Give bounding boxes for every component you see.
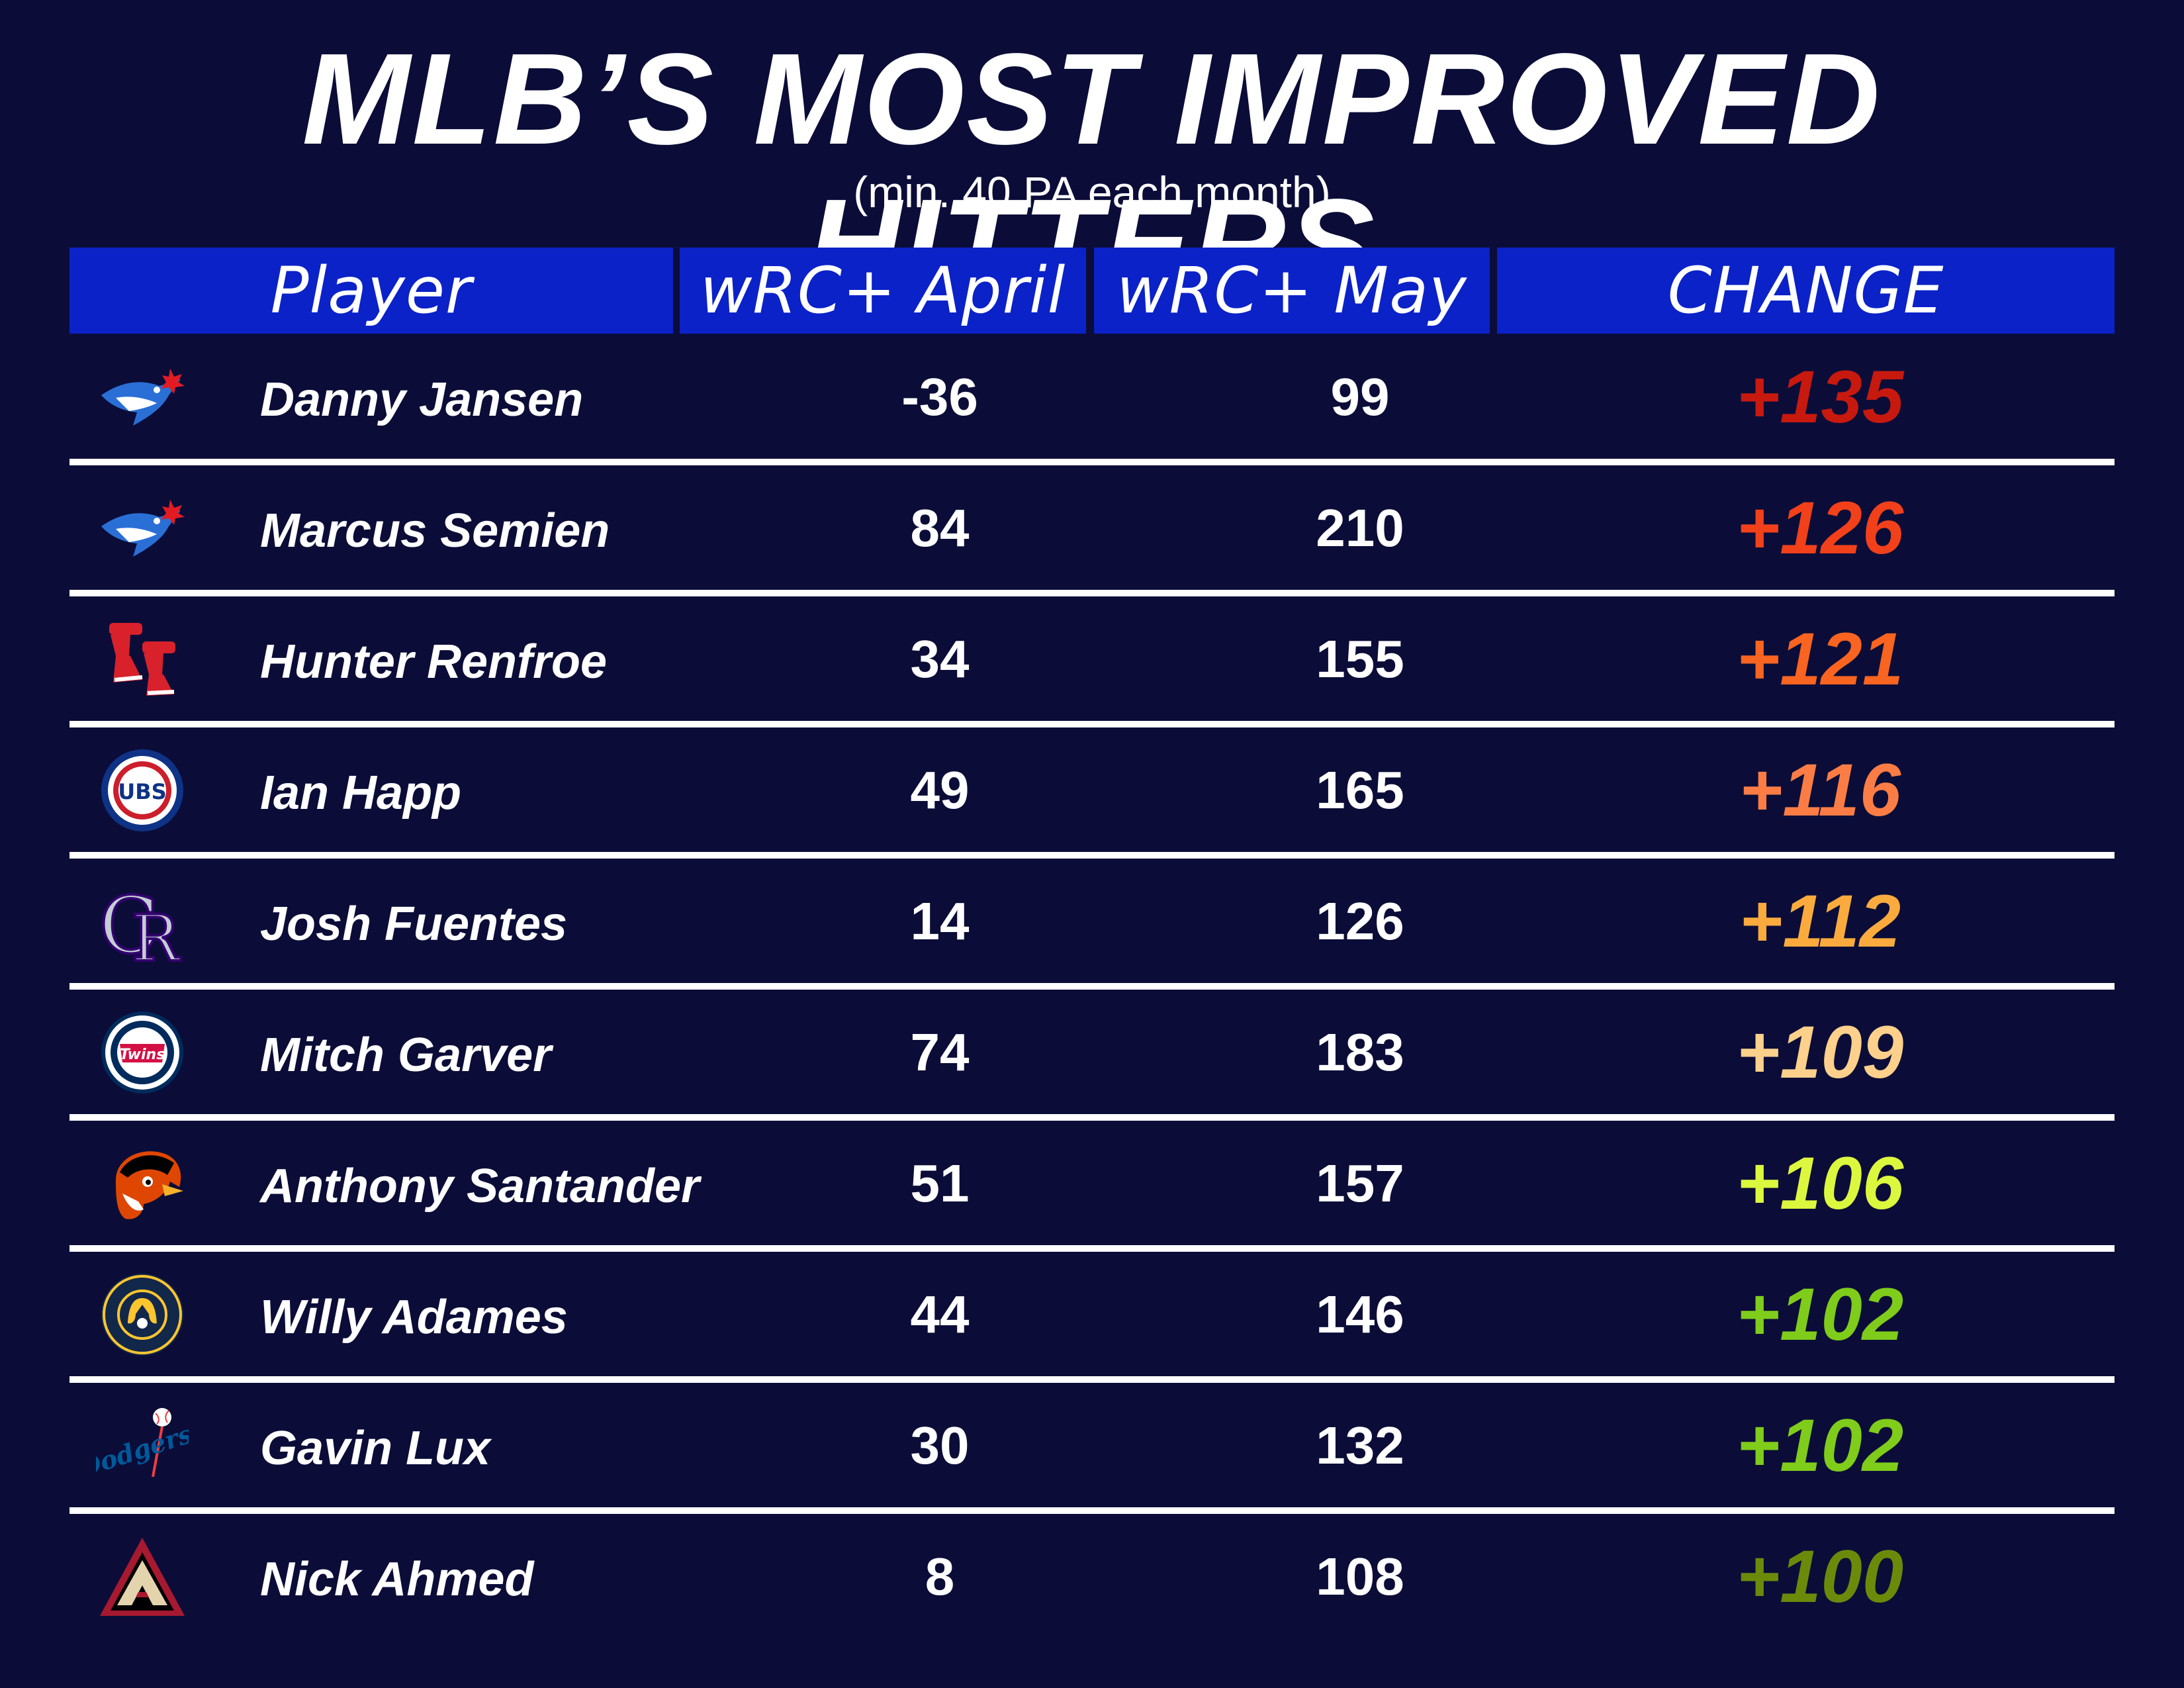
table-row: C R Josh Fuentes 14 126 +112 xyxy=(69,859,2115,990)
change-value: +100 xyxy=(1736,1535,1904,1618)
change-value: +102 xyxy=(1736,1404,1904,1487)
change-value: +109 xyxy=(1736,1011,1904,1094)
svg-text:C: C xyxy=(99,880,159,964)
wrc-may-value: 157 xyxy=(1316,1154,1404,1213)
wrc-april-value: 74 xyxy=(910,1023,970,1082)
red-sox-logo-icon xyxy=(96,616,189,702)
change-value: +121 xyxy=(1736,618,1904,700)
table-row: Nick Ahmed 8 108 +100 xyxy=(69,1514,2115,1645)
player-name: Hunter Renfroe xyxy=(260,635,608,688)
table-row: Willy Adames 44 146 +102 xyxy=(69,1252,2115,1383)
player-name: Nick Ahmed xyxy=(260,1553,534,1606)
svg-text:Twins: Twins xyxy=(120,1047,165,1063)
player-name: Josh Fuentes xyxy=(260,898,568,951)
svg-text:R: R xyxy=(132,902,181,964)
row-divider xyxy=(69,852,2115,859)
twins-logo-icon: Twins xyxy=(96,1009,189,1096)
table-row: Danny Jansen -36 99 +135 xyxy=(69,334,2115,465)
player-name: Gavin Lux xyxy=(260,1422,491,1475)
wrc-may-value: 108 xyxy=(1316,1547,1404,1606)
row-divider xyxy=(69,1245,2115,1252)
table-row: UBS Ian Happ 49 165 +116 xyxy=(69,727,2115,859)
column-header-player: Player xyxy=(69,248,673,334)
cubs-logo-icon: UBS xyxy=(96,747,189,833)
diamondbacks-logo-icon xyxy=(96,1534,189,1620)
change-value: +102 xyxy=(1736,1273,1904,1356)
svg-text:UBS: UBS xyxy=(118,779,166,804)
change-value: +135 xyxy=(1736,355,1904,438)
wrc-april-value: 34 xyxy=(910,630,970,688)
row-divider xyxy=(69,1376,2115,1383)
column-header-may: wRC+ May xyxy=(1094,248,1490,334)
player-name: Anthony Santander xyxy=(260,1160,700,1213)
blue-jays-logo-icon xyxy=(96,354,189,440)
wrc-may-value: 99 xyxy=(1330,367,1390,426)
svg-text:Dodgers: Dodgers xyxy=(96,1419,189,1483)
change-value: +106 xyxy=(1736,1142,1904,1225)
table-row: Marcus Semien 84 210 +126 xyxy=(69,465,2115,596)
table-row: Anthony Santander 51 157 +106 xyxy=(69,1121,2115,1252)
player-name: Ian Happ xyxy=(260,767,462,820)
wrc-may-value: 183 xyxy=(1316,1023,1404,1082)
table-row: Twins Mitch Garver 74 183 +109 xyxy=(69,990,2115,1121)
table-row: Hunter Renfroe 34 155 +121 xyxy=(69,596,2115,727)
wrc-april-value: 49 xyxy=(910,761,970,820)
wrc-april-value: 14 xyxy=(910,892,970,951)
wrc-may-value: 155 xyxy=(1316,630,1404,688)
wrc-april-value: 30 xyxy=(910,1416,970,1475)
blue-jays-logo-icon xyxy=(96,485,189,571)
wrc-april-value: 8 xyxy=(925,1547,955,1606)
row-divider xyxy=(69,590,2115,596)
orioles-logo-icon xyxy=(96,1141,189,1227)
row-divider xyxy=(69,459,2115,465)
wrc-april-value: 44 xyxy=(910,1285,970,1344)
player-name: Willy Adames xyxy=(260,1291,568,1344)
row-divider xyxy=(69,1507,2115,1514)
chart-subtitle: (min. 40 PA each month) xyxy=(853,167,1331,216)
change-value: +126 xyxy=(1736,487,1904,569)
player-name: Mitch Garver xyxy=(260,1029,552,1082)
wrc-may-value: 210 xyxy=(1316,498,1404,557)
wrc-may-value: 165 xyxy=(1316,761,1404,820)
change-value: +116 xyxy=(1739,749,1901,831)
table-row: Dodgers Gavin Lux 30 132 +102 xyxy=(69,1383,2115,1514)
dodgers-logo-icon: Dodgers xyxy=(75,1403,196,1489)
wrc-april-value: -36 xyxy=(901,367,978,426)
wrc-may-value: 126 xyxy=(1316,892,1404,951)
row-divider xyxy=(69,983,2115,990)
wrc-april-value: 84 xyxy=(910,498,970,557)
brewers-logo-icon xyxy=(96,1272,189,1358)
change-value: +112 xyxy=(1739,880,1901,962)
column-header-change: CHANGE xyxy=(1497,248,2115,334)
row-divider xyxy=(69,1114,2115,1121)
wrc-may-value: 146 xyxy=(1316,1285,1404,1344)
row-divider xyxy=(69,721,2115,727)
wrc-april-value: 51 xyxy=(910,1154,970,1213)
player-name: Marcus Semien xyxy=(260,504,610,557)
player-name: Danny Jansen xyxy=(260,373,584,426)
wrc-may-value: 132 xyxy=(1316,1416,1404,1475)
column-header-april: wRC+ April xyxy=(680,248,1086,334)
chart-title: MLB’S MOST IMPROVED HITTERS xyxy=(302,26,1882,317)
